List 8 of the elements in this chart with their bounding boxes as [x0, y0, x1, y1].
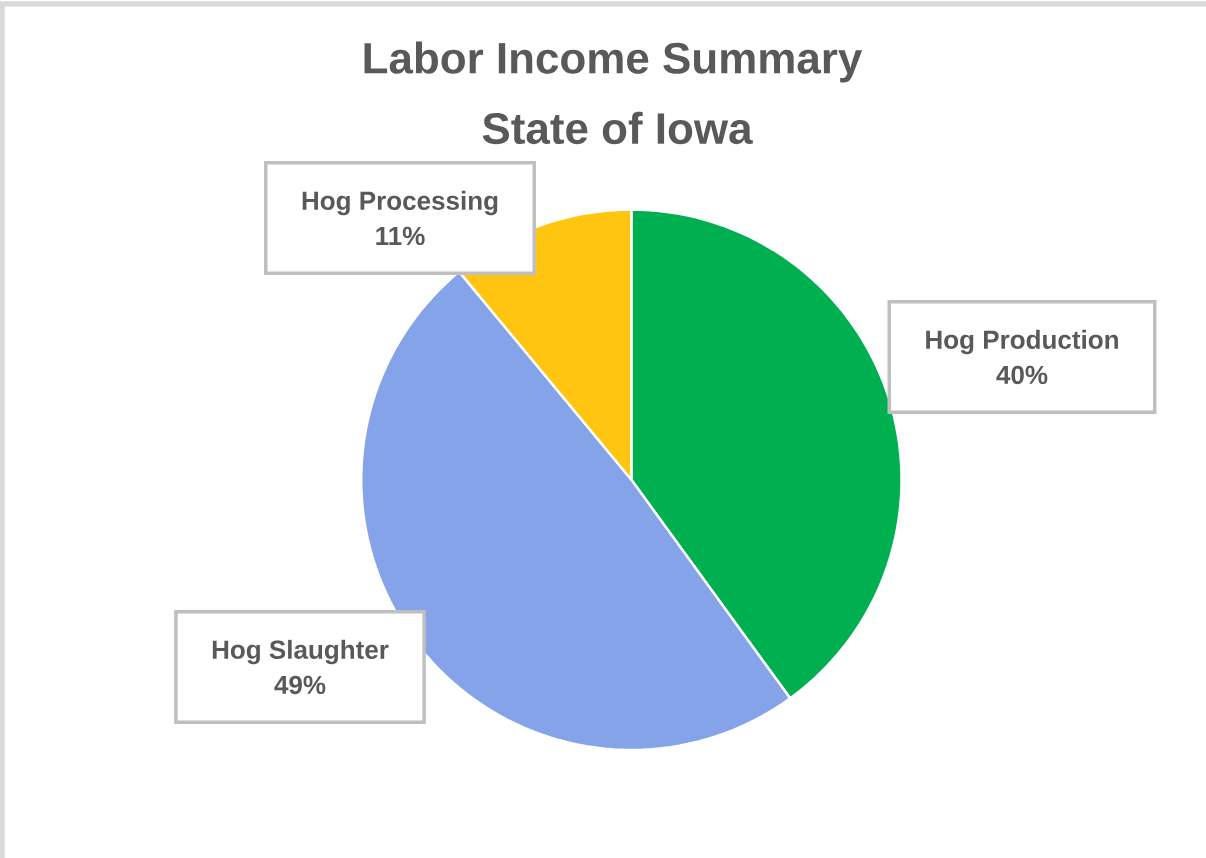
chart-subtitle: State of Iowa: [482, 111, 753, 145]
slice-label: Hog Slaughter: [212, 639, 389, 665]
slice-label: Hog Production: [926, 329, 1118, 355]
data-label: 40%: [996, 365, 1048, 385]
data-label: 49%: [274, 675, 326, 695]
data-label: 11%: [376, 226, 425, 246]
slice-label: Hog Processing: [302, 190, 498, 216]
chart-title: Labor Income Summary: [364, 41, 863, 83]
